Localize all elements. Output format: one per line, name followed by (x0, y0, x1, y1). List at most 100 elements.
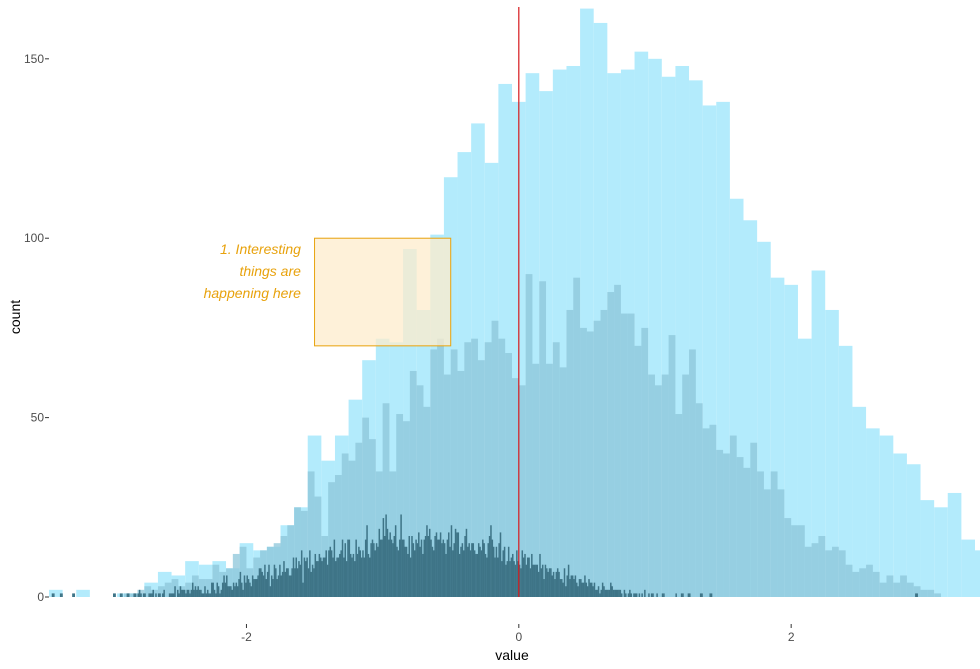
narrow-bar (325, 550, 327, 597)
narrow-bar (441, 543, 443, 597)
narrow-bar (551, 575, 554, 597)
narrow-bar (318, 553, 321, 597)
narrow-bar (53, 593, 55, 597)
wide-bar (893, 453, 907, 597)
narrow-bar (254, 579, 257, 597)
narrow-bar (383, 536, 386, 597)
medium-bar (389, 471, 397, 597)
narrow-bar (486, 557, 488, 597)
medium-bar (369, 439, 376, 597)
narrow-bar (345, 561, 348, 597)
narrow-bar (567, 564, 570, 597)
narrow-bar (151, 593, 153, 597)
narrow-bar (366, 525, 368, 597)
narrow-bar (477, 543, 480, 597)
medium-bar (832, 546, 839, 597)
narrow-bar (539, 553, 541, 597)
narrow-bar (462, 550, 465, 597)
narrow-bar (512, 553, 514, 597)
narrow-bar (138, 589, 141, 597)
annotation-line-2: things are (239, 263, 301, 279)
narrow-bar (202, 593, 205, 597)
narrow-bar (620, 593, 623, 597)
wide-bar (879, 435, 894, 597)
medium-bar (512, 378, 519, 597)
narrow-bar (619, 589, 622, 597)
narrow-bar (608, 589, 611, 597)
medium-bar (212, 564, 220, 597)
narrow-bar (505, 564, 507, 597)
medium-bar (464, 342, 472, 597)
wide-bar (961, 539, 975, 597)
narrow-bar (224, 582, 227, 597)
narrow-bar (603, 586, 605, 597)
narrow-bar (183, 589, 186, 597)
narrow-bar (114, 593, 116, 597)
narrow-bar (460, 546, 462, 597)
medium-bar (552, 342, 560, 597)
narrow-bar (565, 586, 567, 597)
narrow-bar (370, 543, 372, 597)
narrow-bar (144, 593, 146, 597)
medium-bar (157, 586, 165, 597)
medium-bar (457, 370, 465, 597)
narrow-bar (59, 593, 62, 597)
narrow-bar (257, 575, 259, 597)
narrow-bar (614, 589, 616, 597)
narrow-bar (407, 553, 409, 597)
wide-bar (852, 406, 867, 597)
narrow-bar (597, 586, 600, 597)
narrow-bar (337, 557, 340, 597)
narrow-bar (633, 593, 635, 597)
narrow-bar (172, 593, 175, 597)
narrow-bar (577, 586, 579, 597)
narrow-bar (170, 593, 172, 597)
narrow-bar (484, 553, 487, 597)
narrow-bar (268, 564, 270, 597)
narrow-bar (73, 593, 76, 597)
narrow-bar (223, 575, 225, 597)
narrow-bar (280, 575, 283, 597)
medium-bar (607, 292, 615, 597)
narrow-bar (449, 546, 451, 597)
narrow-bar (205, 593, 208, 597)
medium-bar (675, 414, 683, 597)
narrow-bar (322, 557, 325, 597)
narrow-bar (438, 539, 440, 597)
narrow-bar (465, 528, 468, 597)
narrow-bar (178, 593, 180, 597)
narrow-bar (663, 593, 665, 597)
narrow-bar (552, 571, 555, 597)
narrow-bar (562, 582, 564, 597)
narrow-bar (536, 564, 539, 597)
narrow-bar (548, 568, 551, 597)
narrow-bar (612, 589, 615, 597)
narrow-bar (482, 539, 484, 597)
narrow-bar (524, 553, 526, 597)
medium-bar (409, 370, 417, 597)
narrow-bar (405, 546, 408, 597)
narrow-bar (473, 550, 476, 597)
wide-bar (934, 507, 948, 597)
narrow-bar (521, 550, 524, 597)
medium-bar (797, 525, 805, 597)
narrow-bar (411, 536, 413, 597)
medium-bar (396, 414, 404, 597)
medium-bar (791, 525, 798, 597)
narrow-bar (529, 568, 532, 597)
medium-bar (294, 507, 301, 597)
narrow-bar (398, 539, 401, 597)
narrow-bar (295, 557, 297, 597)
narrow-bar (182, 589, 184, 597)
medium-bar (164, 582, 172, 597)
narrow-bar (541, 564, 544, 597)
narrow-bar (656, 593, 658, 597)
medium-bar (314, 496, 322, 597)
medium-bar (423, 406, 431, 597)
narrow-bar (488, 536, 491, 597)
medium-bar (654, 385, 662, 597)
narrow-bar (494, 557, 496, 597)
narrow-bar (627, 593, 630, 597)
narrow-bar (134, 593, 137, 597)
narrow-bar (634, 593, 637, 597)
